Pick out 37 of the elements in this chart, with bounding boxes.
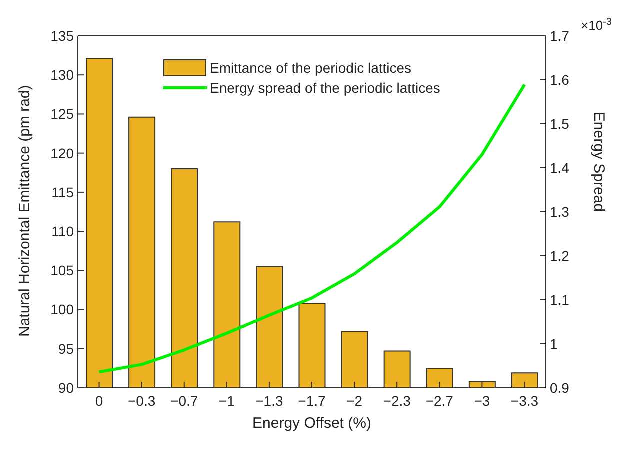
y-tick-label: 120 [50,145,74,162]
y-tick-label: 90 [58,380,74,396]
y2-tick-label: 1.1 [550,292,570,308]
y2-tick-label: 1.4 [550,160,570,176]
x-axis-title: Energy Offset (%) [252,415,372,432]
x-tick-label: −2.3 [383,392,412,409]
y2-tick-label: 1.3 [550,204,570,220]
y-tick-label: 100 [50,302,74,318]
x-tick-label: −1.7 [298,392,326,409]
y-axis-title: Natural Horizontal Emittance (pm rad) [16,85,34,337]
line-series [98,83,526,374]
y-tick-label: 105 [50,262,74,279]
y-tick-label: 135 [50,28,74,44]
y-tick-label: 110 [52,224,74,240]
x-tick-label: −3.3 [510,392,539,409]
x-tick-label: −2 [346,392,363,409]
legend-label: Emittance of the periodic lattices [210,59,412,78]
y2-tick-label: 1.5 [550,116,570,132]
y-tick-label: 95 [58,340,74,357]
x-tick-label: −1 [218,392,236,409]
y2-tick-label: 1.6 [550,72,570,88]
x-tick-label: −0.3 [128,392,156,409]
x-tick-label: −3 [474,392,490,409]
y-tick-label: 130 [50,67,74,84]
y2-axis-title: Energy Spread [590,112,608,212]
x-tick-label: −1.3 [256,392,284,409]
legend-label: Energy spread of the periodic lattices [210,79,440,98]
y2-tick-label: 0.9 [550,380,570,396]
text: ×10$^{-3}$ [581,16,612,33]
y-tick-label: 125 [50,106,74,122]
y2-tick-label: 1 [550,336,558,352]
y-tick-label: 115 [52,184,74,200]
x-tick-label: −0.7 [170,392,198,409]
y2-tick-label: 1.2 [550,248,570,264]
x-tick-label: 0 [95,392,104,409]
y2-tick-label: 1.7 [550,28,570,44]
x-tick-label: −2.7 [426,392,454,409]
